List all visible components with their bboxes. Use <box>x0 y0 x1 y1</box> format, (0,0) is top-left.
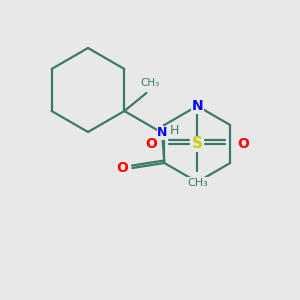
Text: O: O <box>116 161 128 175</box>
Text: O: O <box>145 137 157 151</box>
Text: H: H <box>170 124 179 137</box>
Text: CH₃: CH₃ <box>141 78 160 88</box>
Text: O: O <box>237 137 249 151</box>
Text: N: N <box>191 99 203 113</box>
Text: N: N <box>157 127 168 140</box>
Text: S: S <box>192 136 203 152</box>
Text: CH₃: CH₃ <box>187 178 208 188</box>
